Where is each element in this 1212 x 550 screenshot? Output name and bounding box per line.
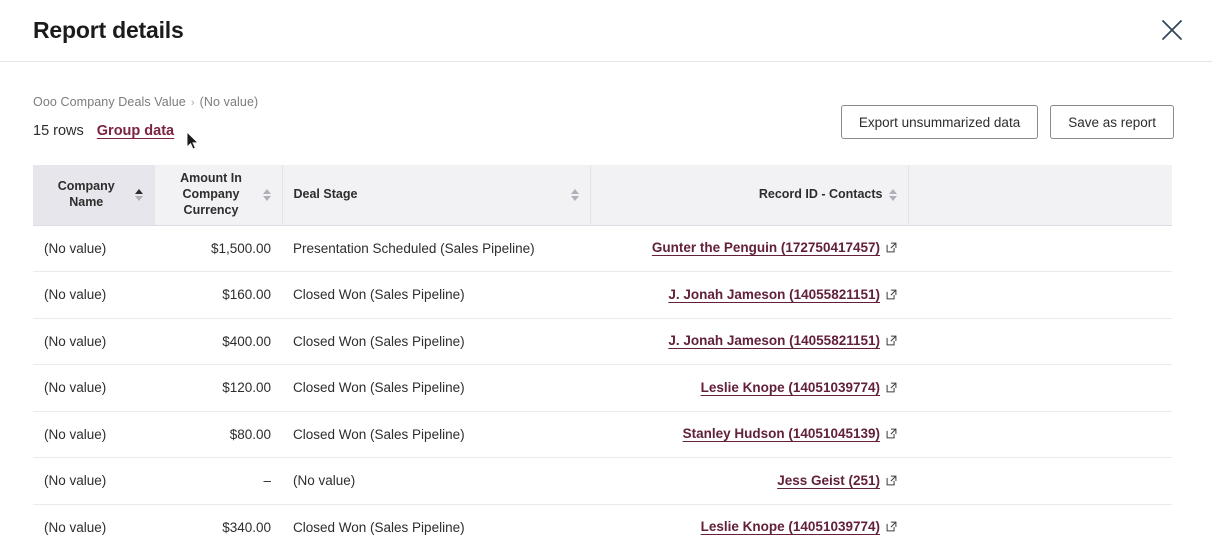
caret-down-icon: [570, 195, 579, 201]
column-header-label: Deal Stage: [293, 186, 358, 201]
row-count-label: 15 rows: [33, 123, 84, 139]
external-link-icon: [886, 334, 897, 349]
table-header-row: Company Name Amount In Company Currency: [33, 165, 1172, 226]
column-header-label: Amount In Company Currency: [180, 171, 242, 217]
cell-amount: $160.00: [154, 271, 282, 319]
breadcrumb: Ooo Company Deals Value › (No value): [33, 62, 1179, 109]
cell-extra: Wenk Wenk: [908, 225, 1172, 272]
caret-up-icon: [570, 188, 579, 194]
record-contact-link[interactable]: J. Jonah Jameson (14055821151): [668, 333, 880, 349]
caret-down-icon: [262, 195, 271, 201]
column-header-deal-stage[interactable]: Deal Stage: [282, 165, 591, 226]
page-title: Report details: [33, 17, 184, 43]
column-header-extra[interactable]: [908, 165, 1172, 226]
cell-deal-stage: Closed Won (Sales Pipeline): [282, 504, 590, 550]
table-body: (No value) $1,500.00 Presentation Schedule…: [33, 225, 1172, 550]
record-contact-link[interactable]: Jess Geist (251): [777, 472, 880, 488]
cell-record-id-contacts: J. Jonah Jameson (14055821151): [590, 271, 908, 319]
record-contact-link[interactable]: Leslie Knope (14051039774): [700, 519, 880, 535]
modal-header: Report details: [0, 0, 1212, 62]
cell-deal-stage: Closed Won (Sales Pipeline): [282, 318, 590, 365]
cell-company-name: (No value): [33, 271, 154, 319]
cell-amount: $340.00: [154, 504, 282, 550]
sort-toggle-icon[interactable]: [262, 188, 271, 201]
table-row: (No value) $340.00 Closed Won (Sales Pipel…: [33, 504, 1172, 550]
cell-record-id-contacts: Leslie Knope (14051039774): [590, 364, 908, 412]
cell-extra: Pawnee Parks and Rec - August C: [908, 364, 1172, 412]
sort-toggle-icon[interactable]: [570, 188, 579, 201]
report-table: Company Name Amount In Company Currency: [33, 165, 1172, 550]
group-data-link[interactable]: Group data: [96, 123, 175, 139]
external-link-icon: [886, 427, 897, 442]
external-link-icon: [886, 520, 897, 535]
cell-company-name: (No value): [33, 457, 154, 505]
cell-record-id-contacts: Gunter the Penguin (172750417457): [590, 225, 908, 272]
cell-deal-stage: Closed Won (Sales Pipeline): [282, 364, 590, 412]
record-contact-link[interactable]: Leslie Knope (14051039774): [700, 379, 880, 395]
table-row: (No value) – (No value) Jess Geist (251): [33, 457, 1172, 505]
cell-extra: Dunder Mifflin - July C: [908, 411, 1172, 458]
sort-toggle-icon[interactable]: [888, 188, 897, 201]
cell-company-name: (No value): [33, 504, 154, 550]
caret-down-icon: [134, 195, 143, 201]
cell-record-id-contacts: J. Jonah Jameson (14055821151): [590, 318, 908, 365]
sort-toggle-icon[interactable]: [134, 188, 143, 201]
close-button[interactable]: [1154, 12, 1190, 48]
table-row: (No value) $80.00 Closed Won (Sales Pipeli…: [33, 411, 1172, 458]
caret-up-icon: [262, 188, 271, 194]
table-row: (No value) $1,500.00 Presentation Schedule…: [33, 225, 1172, 272]
table-row: (No value) $400.00 Closed Won (Sales Pipel…: [33, 318, 1172, 365]
caret-up-icon: [888, 188, 897, 194]
cell-record-id-contacts: Stanley Hudson (14051045139): [590, 411, 908, 458]
cell-company-name: (No value): [33, 364, 154, 412]
cell-deal-stage: Closed Won (Sales Pipeline): [282, 271, 590, 319]
report-table-scroll[interactable]: Company Name Amount In Company Currency: [33, 165, 1172, 550]
cell-extra: The Daily Bugle - June: [908, 318, 1172, 365]
cell-company-name: (No value): [33, 411, 154, 458]
save-as-report-button[interactable]: Save as report: [1050, 105, 1174, 139]
external-link-icon: [886, 288, 897, 303]
cell-amount: $400.00: [154, 318, 282, 365]
cell-record-id-contacts: Leslie Knope (14051039774): [590, 504, 908, 550]
cell-deal-stage: Closed Won (Sales Pipeline): [282, 411, 590, 458]
cell-company-name: (No value): [33, 318, 154, 365]
cell-extra: Pawnee Parks and Rec - June C: [908, 504, 1172, 550]
cell-company-name: (No value): [33, 225, 154, 272]
record-contact-link[interactable]: Stanley Hudson (14051045139): [682, 426, 880, 442]
external-link-icon: [886, 381, 897, 396]
breadcrumb-root[interactable]: Ooo Company Deals Value: [33, 95, 186, 109]
column-header-label: Company Name: [57, 179, 115, 209]
cell-record-id-contacts: Jess Geist (251): [590, 457, 908, 505]
close-icon: [1161, 19, 1183, 41]
cell-extra: The Daily Bugle - August C: [908, 271, 1172, 319]
modal-subheader: Ooo Company Deals Value › (No value) 15 ro…: [0, 62, 1212, 139]
record-contact-link[interactable]: J. Jonah Jameson (14055821151): [668, 286, 880, 302]
cell-amount: –: [154, 457, 282, 505]
table-row: (No value) $120.00 Closed Won (Sales Pipel…: [33, 364, 1172, 412]
external-link-icon: [886, 474, 897, 489]
column-header-company-name[interactable]: Company Name: [33, 165, 155, 226]
breadcrumb-separator: ›: [190, 97, 195, 109]
external-link-icon: [886, 241, 897, 256]
cell-extra: [908, 457, 1172, 505]
record-contact-link[interactable]: Gunter the Penguin (172750417457): [651, 240, 880, 256]
caret-down-icon: [888, 195, 897, 201]
cell-amount: $1,500.00: [154, 225, 282, 272]
export-unsummarized-data-button[interactable]: Export unsummarized data: [840, 105, 1039, 139]
column-header-amount-in-company-currency[interactable]: Amount In Company Currency: [154, 165, 283, 226]
cell-amount: $80.00: [154, 411, 282, 458]
cell-deal-stage: Presentation Scheduled (Sales Pipeline): [282, 225, 590, 272]
caret-up-icon: [134, 188, 143, 194]
table-row: (No value) $160.00 Closed Won (Sales Pipel…: [33, 271, 1172, 319]
column-header-label: Record ID - Contacts: [758, 186, 883, 201]
header-actions: Export unsummarized data Save as report: [840, 105, 1174, 139]
cell-amount: $120.00: [154, 364, 282, 412]
column-header-record-id-contacts[interactable]: Record ID - Contacts: [590, 165, 909, 226]
breadcrumb-current: (No value): [199, 95, 259, 109]
cell-deal-stage: (No value): [282, 457, 590, 505]
summary-row: 15 rows Group data: [33, 123, 1179, 139]
